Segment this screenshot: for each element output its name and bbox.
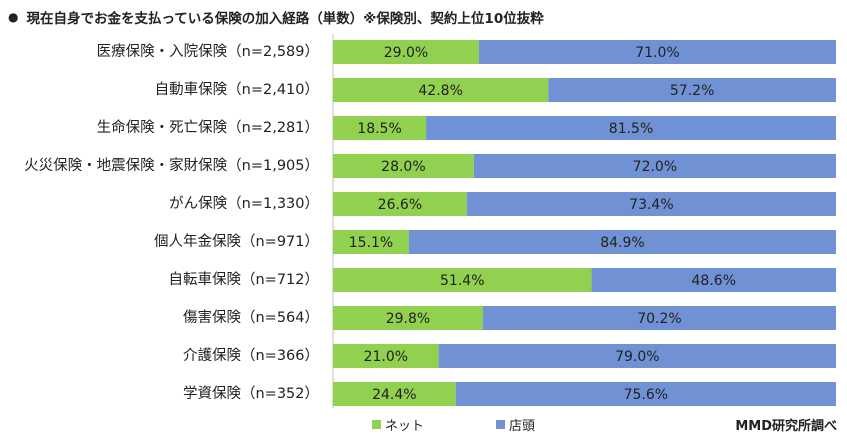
- category-label: 自動車保険（n=2,410）: [155, 81, 319, 98]
- data-label: 79.0%: [615, 349, 659, 365]
- data-label: 81.5%: [609, 121, 653, 137]
- bar-segment-net: [333, 116, 427, 140]
- bar-segment-store: [478, 40, 836, 64]
- bar-segment-net: [333, 306, 483, 330]
- category-label: 学資保険（n=352）: [183, 385, 319, 402]
- category-label: 火災保険・地震保険・家財保険（n=1,905）: [24, 157, 319, 174]
- data-label: 42.8%: [418, 83, 462, 99]
- bar-segment-net: [333, 78, 549, 102]
- category-label: がん保険（n=1,330）: [169, 195, 319, 212]
- bar-segment-store: [408, 230, 836, 254]
- bar-segment-store: [426, 116, 836, 140]
- category-label: 傷害保険（n=564）: [183, 309, 319, 326]
- bar-segment-store: [473, 154, 836, 178]
- data-label: 21.0%: [364, 349, 408, 365]
- legend-label-net: ネット: [385, 418, 425, 434]
- data-label: 75.6%: [624, 387, 668, 403]
- bar-segment-net: [333, 192, 467, 216]
- data-label: 28.0%: [381, 159, 425, 175]
- bar-segment-net: [333, 230, 409, 254]
- legend-item-net: ネット: [372, 415, 424, 434]
- data-label: 73.4%: [629, 197, 673, 213]
- data-label: 72.0%: [633, 159, 677, 175]
- legend-item-store: 店頭: [496, 415, 535, 434]
- data-label: 48.6%: [692, 273, 736, 289]
- legend-swatch-store: [496, 419, 506, 429]
- legend-label-store: 店頭: [509, 418, 536, 434]
- data-label: 24.4%: [372, 387, 416, 403]
- data-label: 18.5%: [357, 121, 401, 137]
- bar-segment-net: [333, 40, 479, 64]
- bar-segment-store: [482, 306, 836, 330]
- bar-segment-store: [455, 382, 836, 406]
- bar-segment-store: [548, 78, 836, 102]
- category-label: 自転車保険（n=712）: [168, 271, 319, 288]
- bar-segment-net: [333, 382, 456, 406]
- data-label: 51.4%: [440, 273, 484, 289]
- data-label: 15.1%: [349, 235, 393, 251]
- stacked-bar-chart: 医療保険・入院保険（n=2,589） 29.0% 71.0% 自動車保険（n=2,41…: [24, 34, 836, 408]
- title-bullet: ●: [8, 10, 19, 24]
- data-label: 70.2%: [637, 311, 681, 327]
- category-label: 介護保険（n=366）: [183, 347, 319, 364]
- bar-segment-store: [438, 344, 836, 368]
- data-label: 57.2%: [670, 83, 714, 99]
- legend-swatch-net: [372, 419, 381, 429]
- chart-title: ● 現在自身でお金を支払っている保険の加入経路（単数）※保険別、契約上位10位抜…: [8, 6, 544, 28]
- category-label: 個人年金保険（n=971）: [154, 233, 319, 250]
- bar-segment-net: [333, 344, 439, 368]
- data-label: 29.8%: [386, 311, 430, 327]
- data-label: 29.0%: [384, 45, 428, 61]
- category-label: 医療保険・入院保険（n=2,589）: [97, 43, 319, 60]
- chart-title-text: 現在自身でお金を支払っている保険の加入経路（単数）※保険別、契約上位10位抜粋: [26, 11, 544, 27]
- bar-segment-store: [466, 192, 836, 216]
- bar-segment-net: [333, 154, 474, 178]
- bar-segment-store: [591, 268, 836, 292]
- data-label: 71.0%: [635, 45, 679, 61]
- source-note: MMD研究所調べ: [735, 418, 837, 434]
- category-label: 生命保険・死亡保険（n=2,281）: [97, 118, 319, 136]
- data-label: 84.9%: [600, 235, 644, 251]
- data-label: 26.6%: [378, 197, 422, 213]
- bar-segment-net: [333, 268, 592, 292]
- legend: ネット 店頭: [372, 414, 607, 434]
